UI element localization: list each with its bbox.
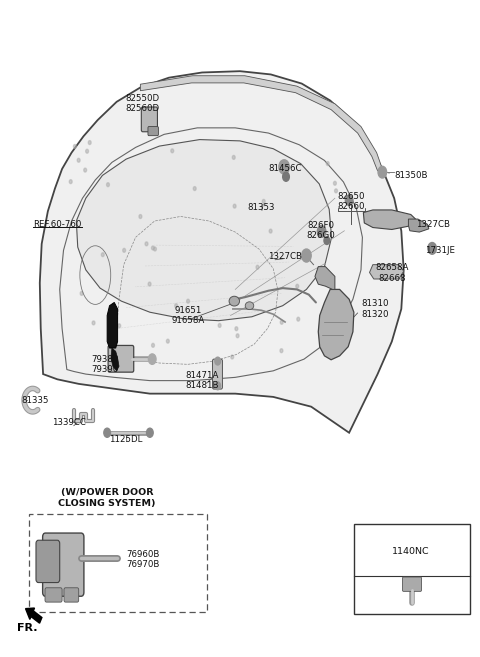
Text: 82550D
82560D: 82550D 82560D (126, 94, 160, 114)
Circle shape (107, 183, 109, 187)
Circle shape (92, 321, 95, 325)
Circle shape (335, 189, 337, 193)
Circle shape (167, 339, 169, 343)
FancyBboxPatch shape (403, 577, 421, 591)
Circle shape (77, 158, 80, 162)
Text: 81353: 81353 (248, 204, 275, 212)
Bar (354, 524, 470, 614)
Circle shape (326, 162, 329, 166)
Circle shape (317, 225, 326, 237)
Polygon shape (363, 210, 416, 229)
Text: 1327CB: 1327CB (416, 220, 450, 229)
Circle shape (85, 149, 88, 153)
Polygon shape (111, 348, 119, 371)
FancyBboxPatch shape (213, 359, 222, 389)
Circle shape (232, 156, 235, 160)
Polygon shape (408, 219, 429, 232)
Circle shape (171, 149, 174, 153)
Circle shape (218, 323, 221, 327)
Circle shape (139, 215, 142, 219)
Circle shape (269, 229, 272, 233)
FancyBboxPatch shape (36, 540, 60, 583)
FancyBboxPatch shape (148, 127, 158, 136)
Circle shape (233, 204, 236, 208)
Text: 76960B
76970B: 76960B 76970B (126, 550, 159, 570)
Circle shape (104, 428, 110, 438)
Circle shape (280, 349, 283, 353)
FancyBboxPatch shape (43, 533, 84, 597)
Text: 81471A
81481B: 81471A 81481B (185, 371, 219, 390)
Text: 1125DL: 1125DL (109, 435, 143, 443)
Circle shape (145, 242, 148, 246)
Circle shape (175, 304, 178, 307)
Circle shape (324, 237, 330, 244)
Circle shape (148, 282, 151, 286)
Ellipse shape (229, 296, 240, 306)
Polygon shape (370, 265, 404, 279)
Text: 79380
79390: 79380 79390 (91, 355, 119, 374)
Circle shape (111, 330, 114, 334)
Circle shape (262, 200, 265, 203)
Circle shape (193, 187, 196, 191)
Text: 1339CC: 1339CC (52, 419, 86, 428)
Circle shape (236, 334, 239, 338)
FancyBboxPatch shape (141, 107, 157, 132)
Circle shape (301, 249, 311, 262)
Circle shape (154, 247, 156, 251)
Text: 81310
81320: 81310 81320 (361, 299, 388, 319)
Circle shape (256, 265, 259, 269)
Circle shape (101, 253, 104, 257)
Circle shape (88, 141, 91, 145)
Polygon shape (318, 290, 354, 360)
Text: 1731JE: 1731JE (425, 246, 455, 255)
Circle shape (215, 382, 220, 390)
Circle shape (123, 248, 126, 252)
Polygon shape (107, 302, 118, 348)
Circle shape (280, 321, 283, 325)
Text: 1140NC: 1140NC (392, 547, 430, 556)
Circle shape (73, 145, 76, 148)
Ellipse shape (245, 302, 254, 309)
Circle shape (235, 327, 238, 330)
Polygon shape (40, 71, 404, 433)
Circle shape (215, 357, 220, 365)
Circle shape (279, 160, 289, 174)
Circle shape (69, 180, 72, 183)
Circle shape (428, 242, 436, 254)
Circle shape (152, 246, 155, 250)
Circle shape (283, 172, 289, 181)
Circle shape (152, 344, 155, 348)
Circle shape (118, 324, 120, 328)
Text: 81350B: 81350B (394, 171, 428, 180)
Polygon shape (76, 139, 332, 321)
Circle shape (187, 299, 190, 303)
Circle shape (148, 354, 156, 365)
Bar (29, 514, 207, 612)
Text: 826F0
826G0: 826F0 826G0 (306, 221, 335, 240)
FancyBboxPatch shape (64, 588, 79, 602)
FancyBboxPatch shape (108, 346, 134, 372)
Text: 91651
91658A: 91651 91658A (171, 306, 204, 325)
FancyBboxPatch shape (45, 588, 62, 602)
Circle shape (345, 195, 353, 206)
Polygon shape (315, 267, 335, 290)
Text: (W/POWER DOOR
CLOSING SYSTEM): (W/POWER DOOR CLOSING SYSTEM) (59, 488, 156, 508)
FancyArrow shape (25, 608, 42, 623)
Polygon shape (140, 76, 383, 171)
Circle shape (378, 166, 386, 178)
Circle shape (146, 428, 153, 438)
Text: REF.60-760: REF.60-760 (34, 220, 82, 229)
Text: 81456C: 81456C (268, 164, 302, 173)
Text: FR.: FR. (17, 623, 37, 633)
Circle shape (296, 284, 299, 288)
Text: 82658A
82668: 82658A 82668 (375, 263, 408, 283)
Circle shape (84, 168, 86, 172)
Circle shape (334, 181, 336, 185)
Text: 82650
82660: 82650 82660 (338, 192, 365, 211)
Circle shape (80, 292, 83, 296)
Text: 81335: 81335 (22, 396, 49, 405)
Circle shape (297, 317, 300, 321)
Circle shape (231, 355, 234, 359)
Text: 1327CB: 1327CB (268, 252, 302, 261)
